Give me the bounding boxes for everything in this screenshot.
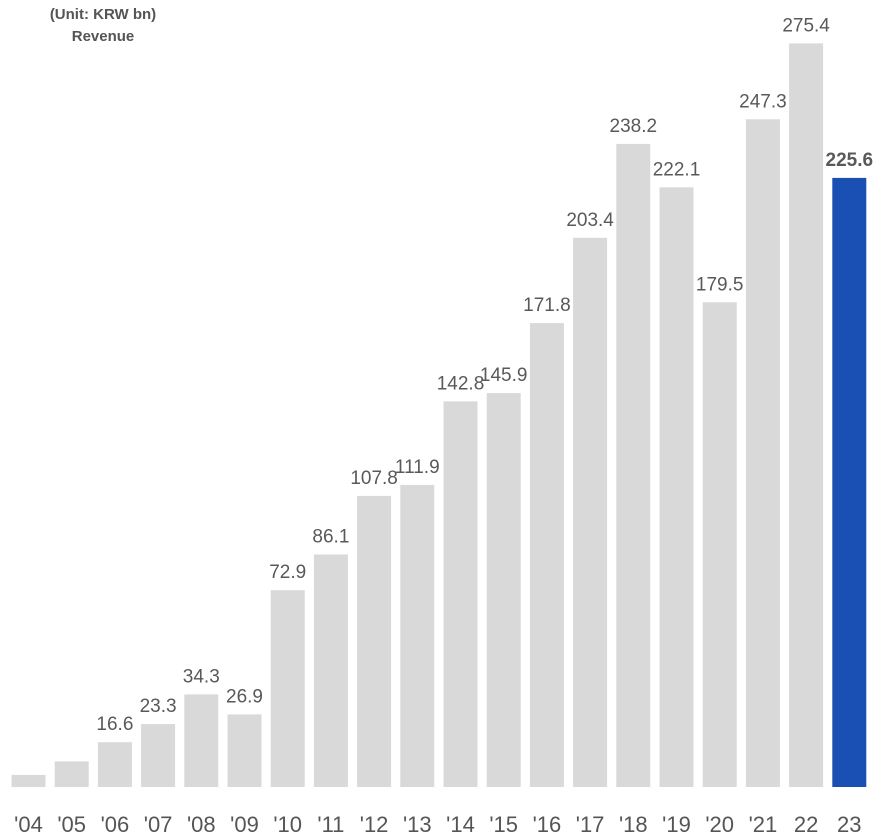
x-tick-label-3: '07 xyxy=(144,812,173,837)
value-label-11: 145.9 xyxy=(480,365,528,386)
bar-5 xyxy=(227,714,262,787)
value-label-6: 72.9 xyxy=(269,562,306,583)
x-tick-label-14: '18 xyxy=(619,812,648,837)
value-label-4: 34.3 xyxy=(183,666,220,687)
x-tick-label-5: '09 xyxy=(230,812,259,837)
x-tick-label-2: '06 xyxy=(101,812,130,837)
bar-6 xyxy=(270,590,305,787)
value-label-14: 238.2 xyxy=(610,116,658,137)
bar-16 xyxy=(702,302,737,787)
bar-18 xyxy=(789,43,824,787)
x-tick-label-12: '16 xyxy=(533,812,562,837)
x-tick-label-16: '20 xyxy=(705,812,734,837)
x-tick-label-19: 23 xyxy=(837,812,861,837)
x-tick-label-13: '17 xyxy=(576,812,605,837)
bar-12 xyxy=(529,323,564,787)
bar-19 xyxy=(832,177,867,787)
x-tick-label-11: '15 xyxy=(489,812,518,837)
bar-11 xyxy=(486,393,521,787)
x-tick-label-9: '13 xyxy=(403,812,432,837)
value-label-17: 247.3 xyxy=(739,91,787,112)
value-label-18: 275.4 xyxy=(782,15,830,36)
x-tick-label-17: '21 xyxy=(749,812,778,837)
bar-13 xyxy=(573,237,608,788)
bar-2 xyxy=(97,742,132,787)
bar-0 xyxy=(11,774,46,788)
value-label-13: 203.4 xyxy=(566,210,614,231)
bar-4 xyxy=(184,694,219,787)
bar-8 xyxy=(357,495,392,787)
x-tick-label-8: '12 xyxy=(360,812,389,837)
bar-14 xyxy=(616,143,651,787)
value-label-16: 179.5 xyxy=(696,274,744,295)
bar-15 xyxy=(659,187,694,788)
x-tick-label-10: '14 xyxy=(446,812,475,837)
value-label-10: 142.8 xyxy=(437,373,485,394)
value-label-8: 107.8 xyxy=(350,468,398,489)
chart-title: Revenue xyxy=(71,28,135,45)
bar-1 xyxy=(54,761,89,788)
value-label-9: 111.9 xyxy=(395,457,440,478)
value-label-7: 86.1 xyxy=(312,527,349,548)
x-tick-labels-group: '04 '05 '06 '07 '08 '09 '10 '11 '12 '13 '14 '15 '16 '… xyxy=(14,812,861,837)
bar-17 xyxy=(745,119,780,788)
x-tick-label-7: '11 xyxy=(317,812,344,837)
bar-3 xyxy=(141,724,176,787)
x-tick-label-4: '08 xyxy=(187,812,216,837)
value-label-19: 225.6 xyxy=(826,150,874,171)
value-label-5: 26.9 xyxy=(226,686,263,707)
value-labels-group: 16.623.334.326.972.986.1107.8111.9142.81… xyxy=(96,15,873,735)
x-tick-label-6: '10 xyxy=(273,812,302,837)
x-tick-label-18: 22 xyxy=(794,812,818,837)
bar-7 xyxy=(313,554,348,787)
x-tick-label-15: '19 xyxy=(662,812,691,837)
x-tick-label-0: '04 xyxy=(14,812,43,837)
value-label-3: 23.3 xyxy=(140,696,177,717)
value-label-12: 171.8 xyxy=(523,295,571,316)
bars-group xyxy=(11,43,867,788)
value-label-15: 222.1 xyxy=(653,159,701,180)
unit-label: (Unit: KRW bn) xyxy=(49,6,157,23)
value-label-2: 16.6 xyxy=(96,714,133,735)
chart-header: (Unit: KRW bn) Revenue xyxy=(33,4,173,48)
x-tick-label-1: '05 xyxy=(57,812,86,837)
bar-9 xyxy=(400,484,435,787)
bar-10 xyxy=(443,401,478,787)
